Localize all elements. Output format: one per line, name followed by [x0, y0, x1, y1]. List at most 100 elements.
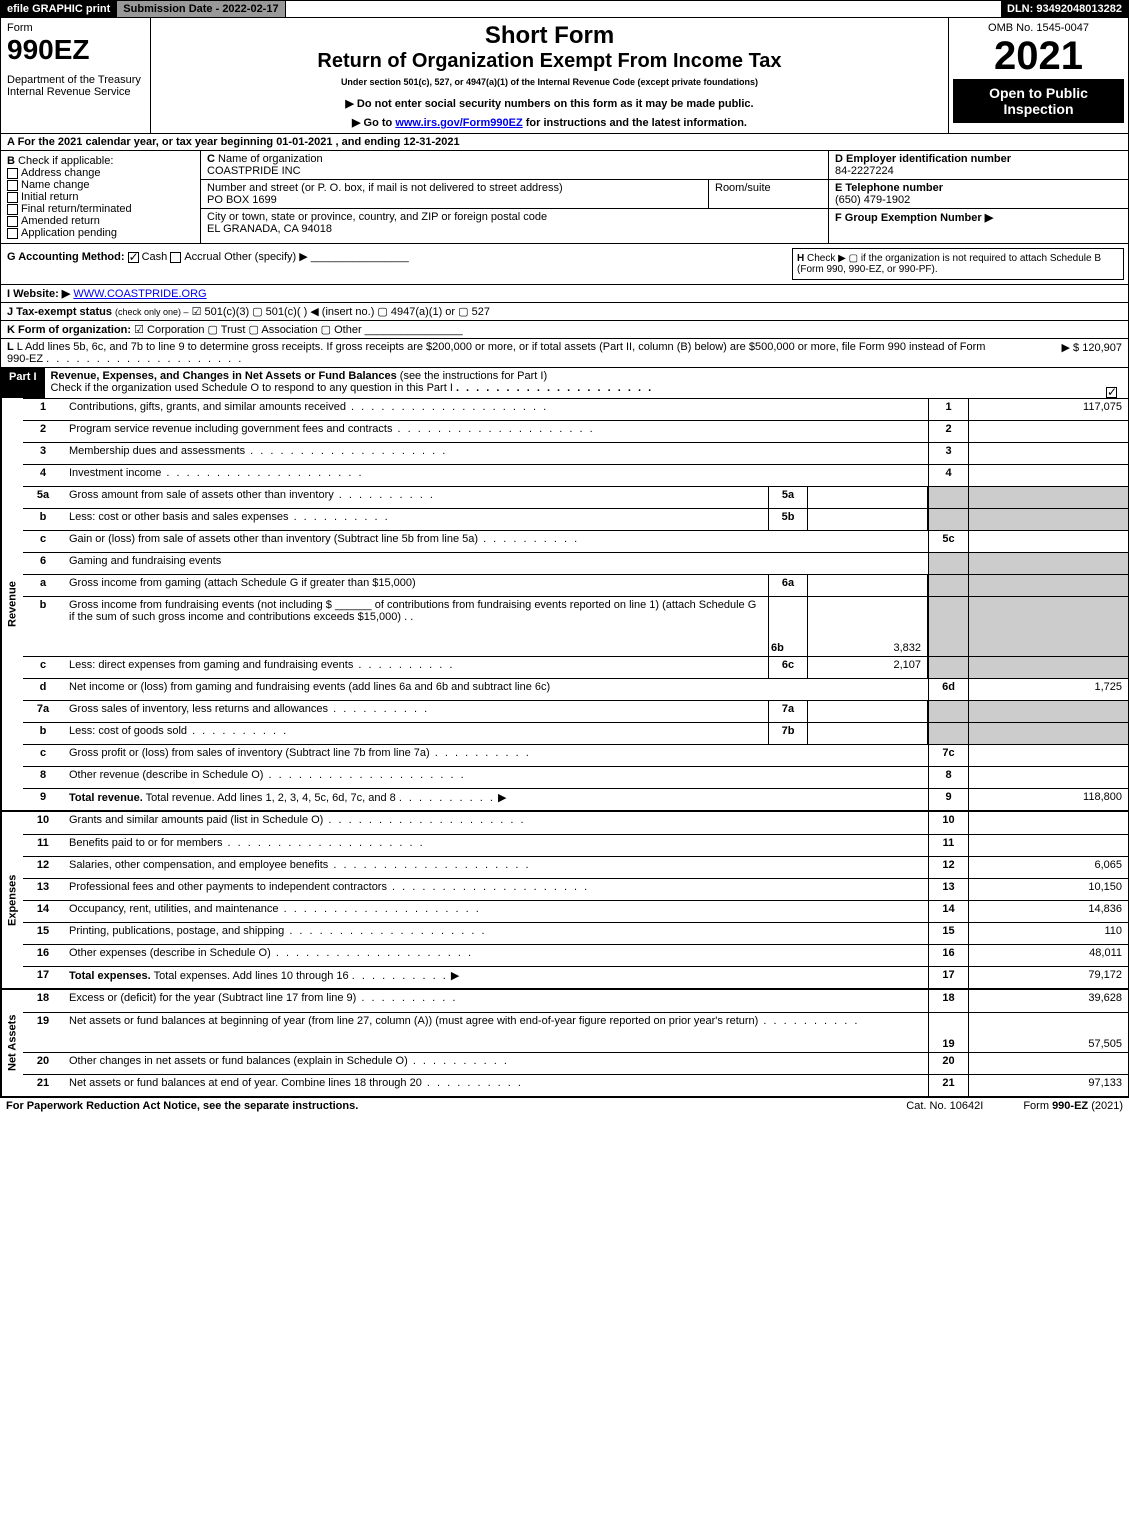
form-word: Form [7, 22, 144, 34]
city-row: City or town, state or province, country… [201, 209, 828, 237]
line-8-desc: Other revenue (describe in Schedule O) [63, 767, 928, 788]
g-accrual-checkbox[interactable] [170, 252, 181, 263]
city-label: City or town, state or province, country… [207, 211, 547, 223]
line-21: 21 Net assets or fund balances at end of… [23, 1074, 1128, 1096]
line-6: 6 Gaming and fundraising events [23, 552, 1128, 574]
line-13-val: 10,150 [968, 879, 1128, 900]
line-7b-desc: Less: cost of goods sold [63, 723, 768, 744]
j-sub: (check only one) – [115, 307, 189, 317]
irs-link[interactable]: www.irs.gov/Form990EZ [395, 117, 522, 129]
footer-catno: Cat. No. 10642I [906, 1100, 983, 1112]
room-suite: Room/suite [708, 180, 828, 208]
section-a-l: A For the 2021 calendar year, or tax yea… [0, 134, 1129, 368]
line-18-val: 39,628 [968, 990, 1128, 1012]
line-7a-desc: Gross sales of inventory, less returns a… [63, 701, 768, 722]
h-schedule-b: H Check ▶ ▢ if the organization is not r… [792, 248, 1124, 280]
c-name-box: C Name of organization COASTPRIDE INC [201, 151, 828, 180]
b-opt-final[interactable]: Final return/terminated [7, 203, 194, 215]
part1-title: Revenue, Expenses, and Changes in Net As… [45, 368, 1098, 398]
line-7a-subval [808, 701, 928, 722]
l-gross-receipts: L L Add lines 5b, 6c, and 7b to line 9 t… [1, 338, 1128, 367]
b-opt-pending[interactable]: Application pending [7, 227, 194, 239]
d-label: D Employer identification number [835, 153, 1011, 165]
line-11-desc: Benefits paid to or for members [63, 835, 928, 856]
line-9: 9 Total revenue. Total revenue. Add line… [23, 788, 1128, 810]
k-form-org: K Form of organization: ☑ Corporation ▢ … [1, 320, 1128, 338]
line-2-val [968, 421, 1128, 442]
line-6c-subval: 2,107 [808, 657, 928, 678]
g-h-row: G Accounting Method: Cash Accrual Other … [1, 243, 1128, 284]
line-5b: b Less: cost or other basis and sales ex… [23, 508, 1128, 530]
line-5c-val [968, 531, 1128, 552]
line-5a-subval [808, 487, 928, 508]
b-opt-name[interactable]: Name change [7, 179, 194, 191]
line-10: 10 Grants and similar amounts paid (list… [23, 812, 1128, 834]
b-opt-initial[interactable]: Initial return [7, 191, 194, 203]
dln-label: DLN: 93492048013282 [1001, 1, 1128, 17]
website-link[interactable]: WWW.COASTPRIDE.ORG [73, 288, 206, 300]
b-column: B Check if applicable: Address change Na… [1, 151, 201, 243]
line-16: 16 Other expenses (describe in Schedule … [23, 944, 1128, 966]
addr-street: Number and street (or P. O. box, if mail… [201, 180, 708, 208]
g-accrual: Accrual [184, 251, 221, 263]
line-6c: c Less: direct expenses from gaming and … [23, 656, 1128, 678]
k-opts: ☑ Corporation ▢ Trust ▢ Association ▢ Ot… [134, 324, 362, 336]
header-center: Short Form Return of Organization Exempt… [151, 18, 948, 133]
d-ein: D Employer identification number 84-2227… [829, 151, 1128, 180]
line-16-val: 48,011 [968, 945, 1128, 966]
line-11: 11 Benefits paid to or for members 11 [23, 834, 1128, 856]
g-label: G Accounting Method: [7, 251, 125, 263]
line-5b-desc: Less: cost or other basis and sales expe… [63, 509, 768, 530]
addr-row: Number and street (or P. O. box, if mail… [201, 180, 828, 209]
line-12-val: 6,065 [968, 857, 1128, 878]
goto-post: for instructions and the latest informat… [523, 117, 747, 129]
line-21-desc: Net assets or fund balances at end of ye… [63, 1075, 928, 1096]
line-13-desc: Professional fees and other payments to … [63, 879, 928, 900]
footer-left: For Paperwork Reduction Act Notice, see … [6, 1100, 358, 1112]
open-public: Open to Public Inspection [953, 79, 1124, 123]
footer-right: Form 990-EZ (2021) [1023, 1100, 1123, 1112]
line-17-desc: Total expenses. Total expenses. Add line… [63, 967, 928, 988]
line-20-val [968, 1053, 1128, 1074]
line-13: 13 Professional fees and other payments … [23, 878, 1128, 900]
g-cash-checkbox[interactable] [128, 252, 139, 263]
line-8-val [968, 767, 1128, 788]
line-3-desc: Membership dues and assessments [63, 443, 928, 464]
page-footer: For Paperwork Reduction Act Notice, see … [0, 1097, 1129, 1114]
org-name: COASTPRIDE INC [207, 165, 301, 177]
efile-label[interactable]: efile GRAPHIC print [1, 1, 117, 17]
line-4-desc: Investment income [63, 465, 928, 486]
part1-label: Part I [1, 368, 45, 398]
line-15-val: 110 [968, 923, 1128, 944]
netassets-vlabel: Net Assets [1, 990, 23, 1096]
line-6d-desc: Net income or (loss) from gaming and fun… [63, 679, 928, 700]
line-7c-desc: Gross profit or (loss) from sales of inv… [63, 745, 928, 766]
line-2: 2 Program service revenue including gove… [23, 420, 1128, 442]
e-label: E Telephone number [835, 182, 943, 194]
subtitle: Under section 501(c), 527, or 4947(a)(1)… [155, 77, 944, 87]
line-10-desc: Grants and similar amounts paid (list in… [63, 812, 928, 834]
b-opt-address[interactable]: Address change [7, 167, 194, 179]
line-7c-val [968, 745, 1128, 766]
line-6c-desc: Less: direct expenses from gaming and fu… [63, 657, 768, 678]
line-6-desc: Gaming and fundraising events [63, 553, 928, 574]
expenses-lines: 10 Grants and similar amounts paid (list… [23, 812, 1128, 988]
addr-value: PO BOX 1699 [207, 194, 277, 206]
part1-header-row: Part I Revenue, Expenses, and Changes in… [1, 368, 1128, 398]
j-label: J Tax-exempt status [7, 306, 112, 318]
b-opt-amended[interactable]: Amended return [7, 215, 194, 227]
form-number: 990EZ [7, 34, 144, 66]
phone-value: (650) 479-1902 [835, 194, 910, 206]
line-14-desc: Occupancy, rent, utilities, and maintena… [63, 901, 928, 922]
line-5c-desc: Gain or (loss) from sale of assets other… [63, 531, 928, 552]
line-14: 14 Occupancy, rent, utilities, and maint… [23, 900, 1128, 922]
line-15-desc: Printing, publications, postage, and shi… [63, 923, 928, 944]
part1-checkbox[interactable] [1098, 368, 1128, 398]
irs-label: Internal Revenue Service [7, 86, 144, 98]
line-12: 12 Salaries, other compensation, and emp… [23, 856, 1128, 878]
line-17-val: 79,172 [968, 967, 1128, 988]
e-phone: E Telephone number (650) 479-1902 [829, 180, 1128, 209]
line-18: 18 Excess or (deficit) for the year (Sub… [23, 990, 1128, 1012]
line-6b-desc: Gross income from fundraising events (no… [63, 597, 768, 656]
line-5c: c Gain or (loss) from sale of assets oth… [23, 530, 1128, 552]
